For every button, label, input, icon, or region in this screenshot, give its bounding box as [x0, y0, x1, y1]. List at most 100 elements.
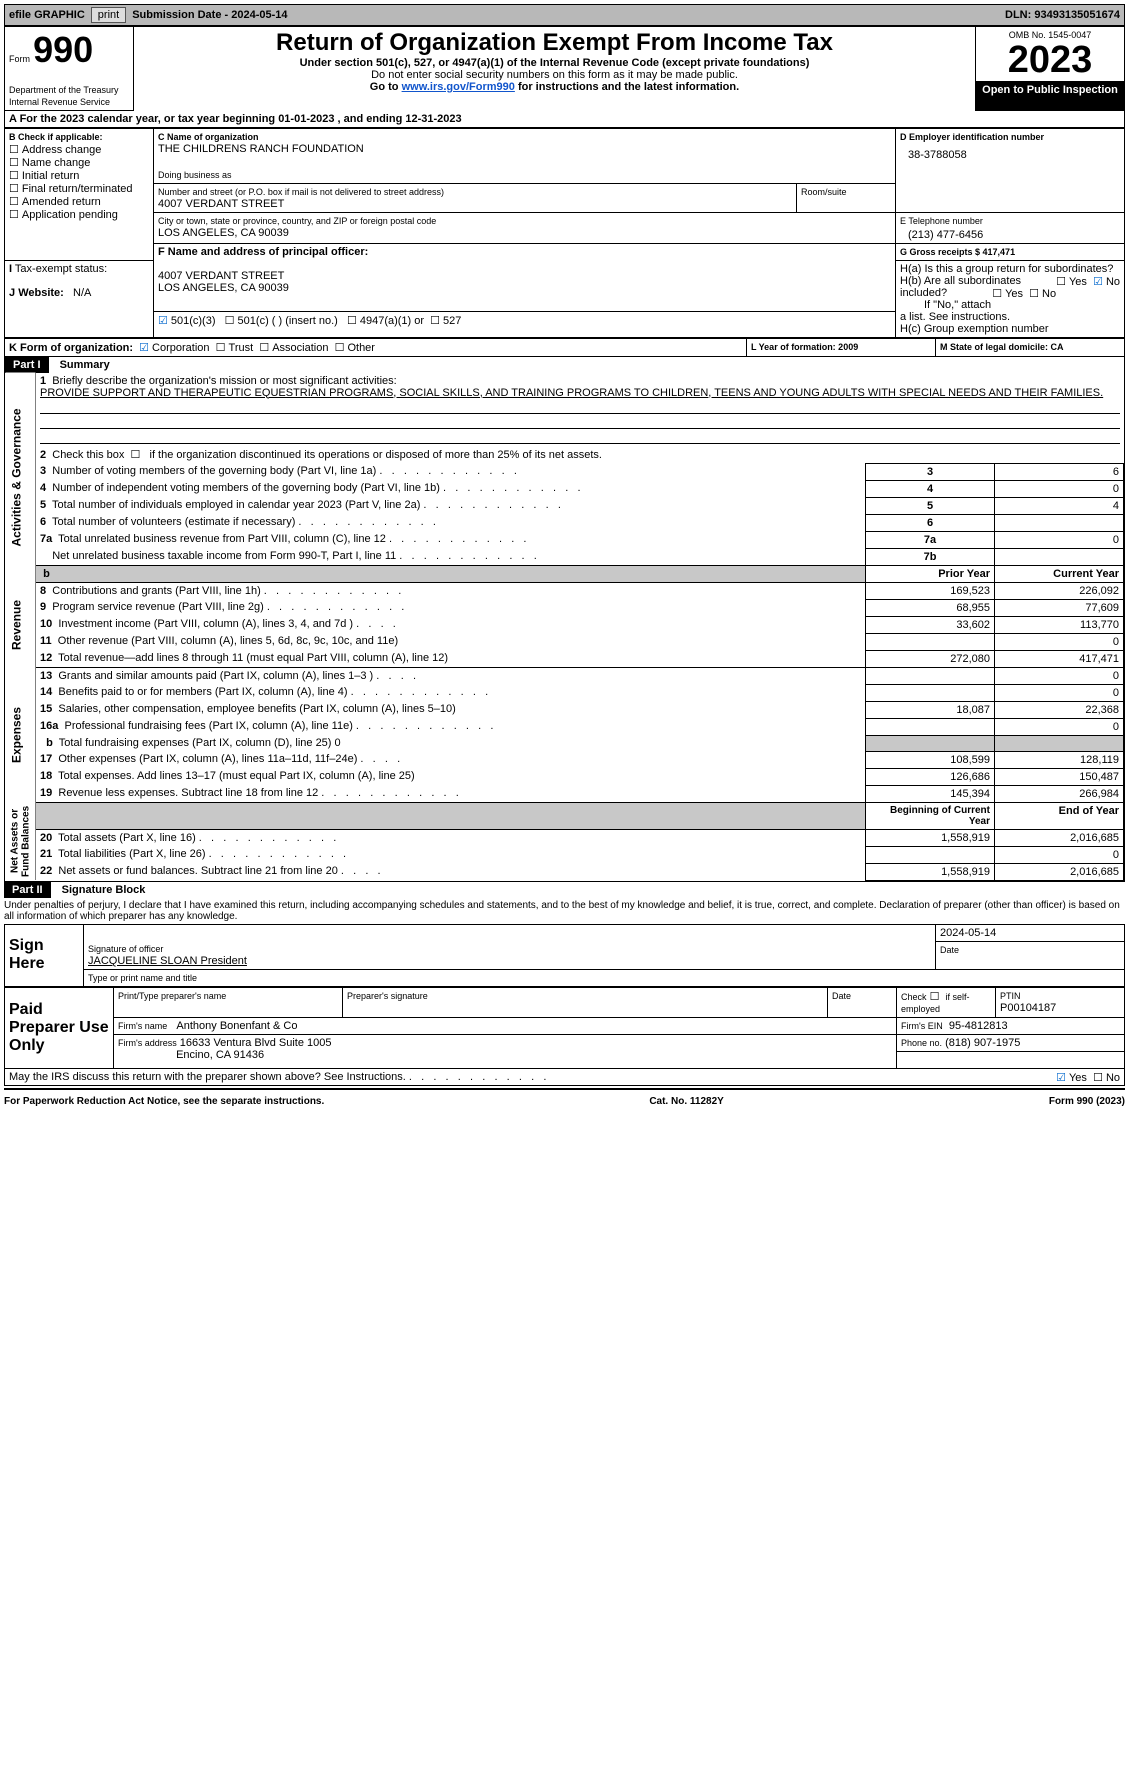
- chk-self-employed[interactable]: [930, 991, 943, 1003]
- may-discuss-text: May the IRS discuss this return with the…: [9, 1071, 546, 1083]
- goto-suffix: for instructions and the latest informat…: [518, 81, 739, 93]
- ln15-c: 22,368: [995, 701, 1124, 718]
- line-a: A For the 2023 calendar year, or tax yea…: [4, 111, 1125, 128]
- lbl-ha-yes: Yes: [1069, 276, 1087, 288]
- side-net-assets: Net Assets or Fund Balances: [5, 802, 36, 880]
- prep-date-label: Date: [832, 991, 851, 1001]
- part-ii: Part II Signature Block: [4, 882, 1125, 898]
- ln9-p: 68,955: [866, 599, 995, 616]
- ln16a-num: 16a: [40, 720, 58, 732]
- lbl-trust: Trust: [229, 342, 254, 354]
- part-ii-title: Signature Block: [54, 884, 146, 896]
- org-info-block: B Check if applicable: Address change Na…: [4, 128, 1125, 338]
- chk-ha-no[interactable]: [1093, 276, 1106, 288]
- ln3-val: 6: [995, 463, 1124, 480]
- chk-name-change[interactable]: [9, 157, 22, 169]
- ln6-text: Total number of volunteers (estimate if …: [52, 516, 436, 528]
- box-d-label: D Employer identification number: [900, 132, 1044, 142]
- ln16b-c: [995, 735, 1124, 751]
- box-h-b-note: If "No," attach a list. See instructions…: [900, 299, 1010, 323]
- firm-addr-label: Firm's address: [118, 1038, 177, 1048]
- ln16b-p: [866, 735, 995, 751]
- lbl-discuss-no: No: [1106, 1072, 1120, 1084]
- ln6-num: 6: [40, 516, 46, 528]
- submission-date: Submission Date - 2024-05-14: [132, 9, 287, 21]
- print-button[interactable]: print: [91, 7, 126, 23]
- dept-treasury: Department of the Treasury Internal Reve…: [9, 85, 119, 107]
- ln7a-key: 7a: [866, 531, 995, 548]
- col-end: End of Year: [995, 802, 1124, 829]
- paid-preparer-block: Paid Preparer Use Only Print/Type prepar…: [4, 987, 1125, 1069]
- officer-addr2: LOS ANGELES, CA 90039: [158, 282, 289, 294]
- box-h-a: H(a) Is this a group return for subordin…: [900, 263, 1113, 275]
- chk-amended[interactable]: [9, 196, 22, 208]
- ln13-p: [866, 667, 995, 684]
- q1-label: Briefly describe the organization's miss…: [52, 375, 396, 387]
- type-print-label: Type or print name and title: [88, 973, 197, 983]
- part-i-title: Summary: [52, 359, 110, 371]
- ln17-num: 17: [40, 753, 52, 765]
- part-i-hdr: Part I: [5, 357, 49, 373]
- ln22-c: 2,016,685: [995, 863, 1124, 880]
- ln21-p: [866, 846, 995, 863]
- ln10-num: 10: [40, 618, 52, 630]
- phone-value: (213) 477-6456: [900, 227, 1120, 241]
- street-value: 4007 VERDANT STREET: [158, 198, 284, 210]
- chk-assoc[interactable]: [259, 342, 272, 354]
- box-b-label: B Check if applicable:: [9, 132, 103, 142]
- ln18-text: Total expenses. Add lines 13–17 (must eq…: [58, 770, 414, 782]
- firm-phone-label: Phone no.: [901, 1038, 942, 1048]
- chk-4947[interactable]: [347, 315, 360, 327]
- firm-ein: 95-4812813: [949, 1020, 1008, 1032]
- lbl-amended: Amended return: [22, 196, 101, 208]
- ln20-text: Total assets (Part X, line 16): [58, 832, 336, 844]
- box-k-label: K Form of organization:: [9, 342, 133, 354]
- chk-other[interactable]: [335, 342, 348, 354]
- sig-officer-label: Signature of officer: [88, 944, 163, 954]
- q2-text: Check this box if the organization disco…: [52, 449, 602, 461]
- ln11-p: [866, 633, 995, 650]
- irs-link[interactable]: www.irs.gov/Form990: [402, 81, 515, 93]
- chk-527[interactable]: [430, 315, 443, 327]
- chk-app-pending[interactable]: [9, 209, 22, 221]
- ln12-num: 12: [40, 652, 52, 664]
- chk-corp[interactable]: [139, 342, 152, 354]
- ln17-c: 128,119: [995, 751, 1124, 768]
- ln18-p: 126,686: [866, 768, 995, 785]
- chk-discuss-no[interactable]: [1093, 1072, 1106, 1084]
- chk-501c[interactable]: [225, 315, 238, 327]
- ln22-text: Net assets or fund balances. Subtract li…: [58, 865, 380, 877]
- sign-block: Sign Here 2024-05-14 Signature of office…: [4, 924, 1125, 988]
- prep-check-label: Check: [901, 992, 927, 1002]
- col-begin: Beginning of Current Year: [866, 802, 995, 829]
- firm-name: Anthony Bonenfant & Co: [176, 1020, 297, 1032]
- part-ii-hdr: Part II: [4, 882, 51, 898]
- ln20-c: 2,016,685: [995, 829, 1124, 846]
- chk-501c3[interactable]: [158, 315, 171, 327]
- open-to-public: Open to Public Inspection: [976, 82, 1125, 111]
- ln16a-text: Professional fundraising fees (Part IX, …: [64, 720, 493, 732]
- ln5-key: 5: [866, 497, 995, 514]
- tax-exempt-label: Tax-exempt status:: [15, 263, 107, 275]
- chk-discuss-yes[interactable]: [1056, 1072, 1069, 1084]
- chk-trust[interactable]: [216, 342, 229, 354]
- chk-ha-yes[interactable]: [1056, 276, 1069, 288]
- chk-q2[interactable]: [131, 449, 144, 461]
- box-i-label: I: [9, 263, 12, 275]
- chk-initial-return[interactable]: [9, 170, 22, 182]
- firm-ein-label: Firm's EIN: [901, 1021, 943, 1031]
- ln13-text: Grants and similar amounts paid (Part IX…: [58, 670, 416, 682]
- col-current: Current Year: [995, 565, 1124, 582]
- chk-address-change[interactable]: [9, 144, 22, 156]
- chk-final-return[interactable]: [9, 183, 22, 195]
- ptin-label: PTIN: [1000, 991, 1021, 1001]
- ln14-num: 14: [40, 686, 52, 698]
- ln6-val: [995, 514, 1124, 531]
- ln3-num: 3: [40, 465, 46, 477]
- form-title: Return of Organization Exempt From Incom…: [138, 29, 971, 57]
- sign-date-label: Date: [940, 945, 959, 955]
- ln16b-text: Total fundraising expenses (Part IX, col…: [59, 737, 341, 749]
- chk-hb-no[interactable]: [1029, 288, 1042, 300]
- chk-hb-yes[interactable]: [992, 288, 1005, 300]
- lbl-501c3: 501(c)(3): [171, 315, 216, 327]
